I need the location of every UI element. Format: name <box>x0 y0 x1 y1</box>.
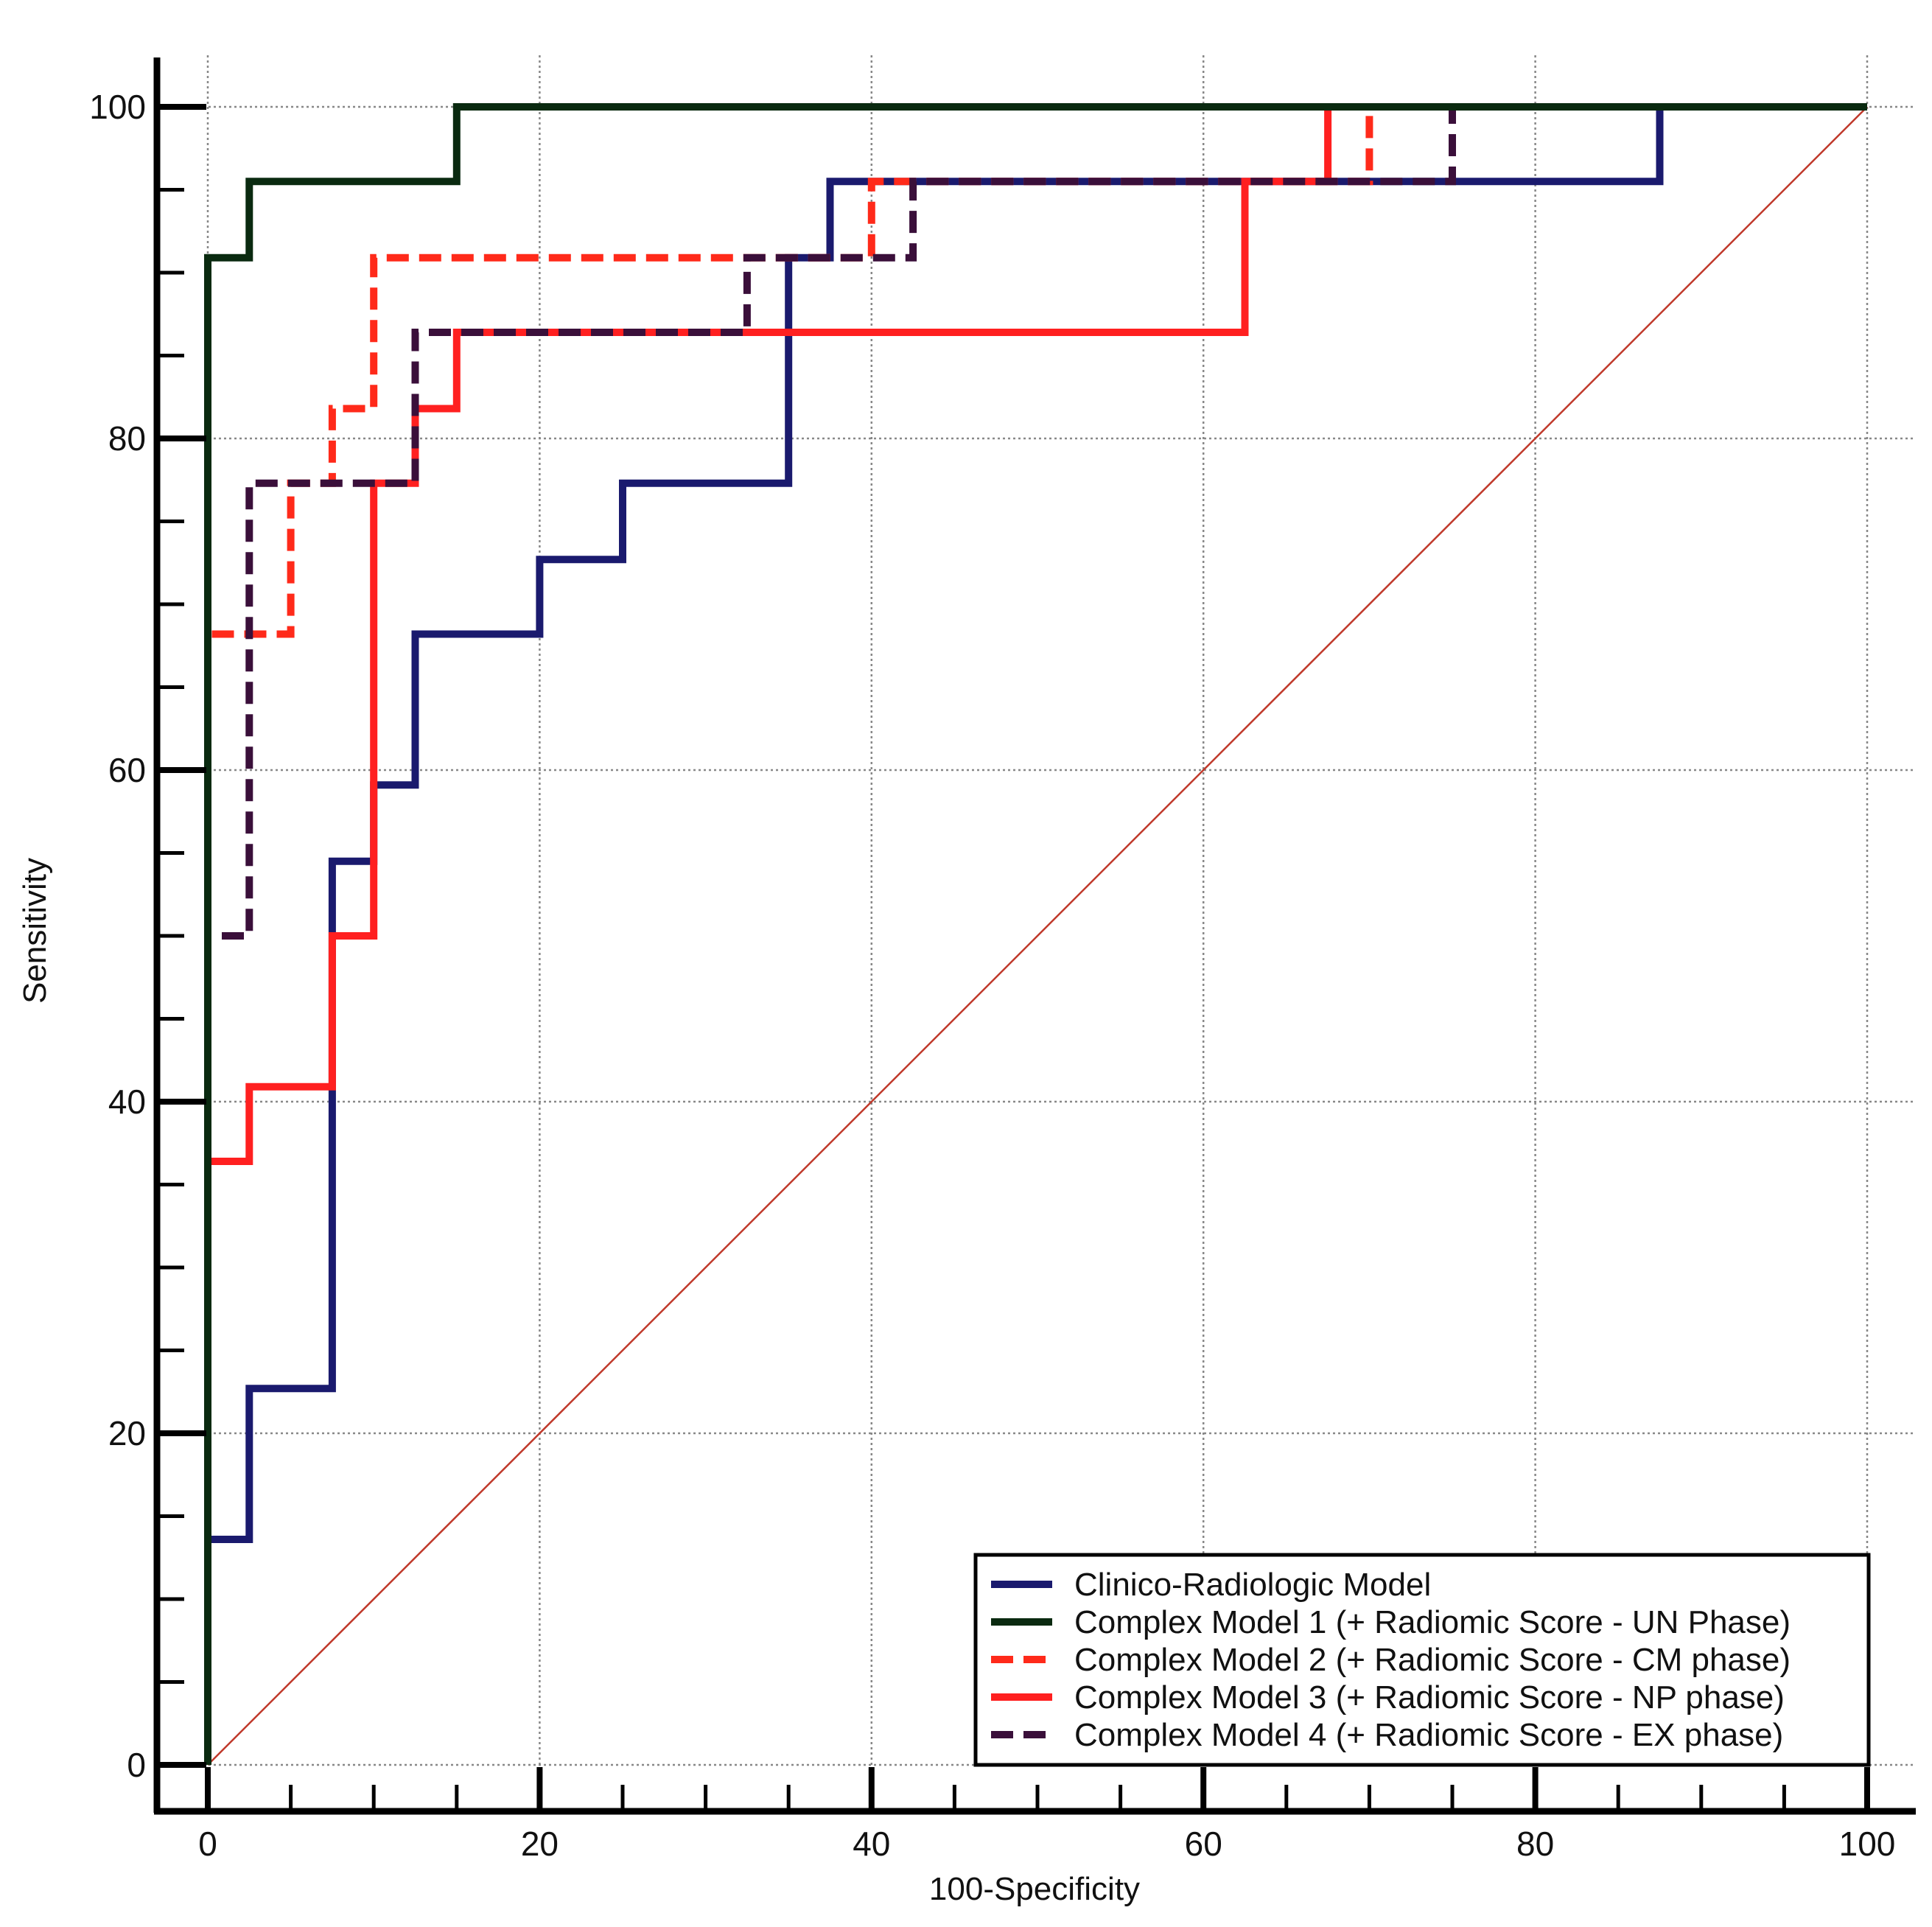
legend-label: Complex Model 2 (+ Radiomic Score - CM p… <box>1074 1642 1791 1678</box>
series-complex-model-4 <box>204 103 1867 1765</box>
x-tick-label: 60 <box>1185 1825 1222 1863</box>
series-complex-model-1 <box>204 103 1867 1765</box>
x-tick-label: 20 <box>521 1825 559 1863</box>
legend-label: Clinico-Radiologic Model <box>1074 1567 1431 1603</box>
tick-labels: 0 20 40 60 80 100 0 20 40 60 80 100 <box>89 88 1895 1863</box>
reference-diagonal-line <box>207 106 1868 1766</box>
y-tick-label: 40 <box>108 1083 146 1121</box>
y-tick-label: 20 <box>108 1414 146 1452</box>
y-axis-title: Sensitivity <box>17 858 53 1004</box>
legend-label: Complex Model 3 (+ Radiomic Score - NP p… <box>1074 1679 1785 1716</box>
y-tick-label: 60 <box>108 751 146 789</box>
y-tick-label: 0 <box>127 1746 146 1784</box>
x-tick-label: 40 <box>853 1825 890 1863</box>
series-group <box>204 103 1867 1765</box>
x-tick-label: 80 <box>1516 1825 1554 1863</box>
legend-label: Complex Model 1 (+ Radiomic Score - UN P… <box>1074 1604 1791 1640</box>
series-clinico-radiologic <box>204 103 1867 1765</box>
y-tick-label: 100 <box>89 88 146 126</box>
x-axis-title: 100-Specificity <box>929 1871 1140 1907</box>
reference-line-group <box>207 106 1868 1766</box>
legend-label: Complex Model 4 (+ Radiomic Score - EX p… <box>1074 1717 1783 1753</box>
tick-marks <box>157 104 1870 1811</box>
x-tick-label: 0 <box>198 1825 217 1863</box>
legend-box <box>973 1553 1871 1767</box>
y-tick-label: 80 <box>108 419 146 458</box>
x-tick-label: 100 <box>1839 1825 1896 1863</box>
